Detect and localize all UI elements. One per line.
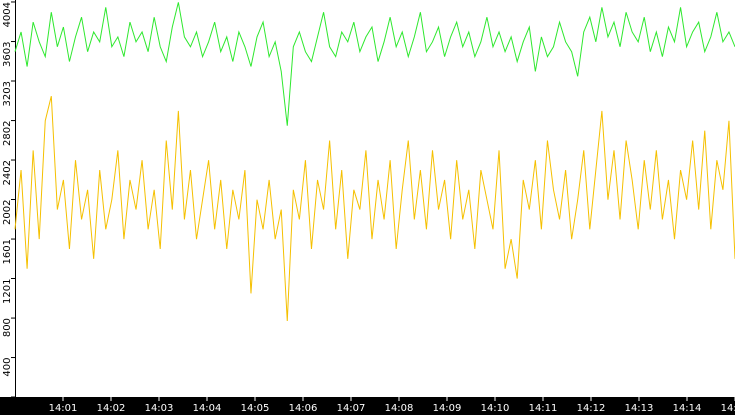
y-tick-label: 800 bbox=[2, 318, 13, 337]
x-tick-label: 14:14 bbox=[673, 403, 702, 414]
x-tick-label: 14:08 bbox=[385, 403, 414, 414]
x-tick-label: 14:12 bbox=[577, 403, 606, 414]
line bbox=[14, 2, 735, 126]
x-tick-label: 14:15 bbox=[721, 403, 735, 414]
y-tick-label: 3203 bbox=[2, 81, 13, 106]
y-tick-label: 1601 bbox=[2, 239, 13, 264]
x-tick-label: 14:09 bbox=[433, 403, 462, 414]
x-tick-label: 14:06 bbox=[289, 403, 318, 414]
x-tick-label: 14:01 bbox=[49, 403, 78, 414]
x-tick-label: 14:02 bbox=[97, 403, 126, 414]
y-tick-label: 1201 bbox=[2, 279, 13, 304]
y-tick-label: 4004 bbox=[2, 2, 13, 27]
x-tick-label: 14:03 bbox=[145, 403, 174, 414]
x-tick-label: 14:04 bbox=[193, 403, 222, 414]
x-tick-label: 14:10 bbox=[481, 403, 510, 414]
x-tick-label: 14:13 bbox=[625, 403, 654, 414]
y-tick-label: 0 bbox=[2, 397, 13, 403]
x-axis-band bbox=[0, 397, 735, 415]
x-tick-label: 14:11 bbox=[529, 403, 558, 414]
x-tick-label: 14:05 bbox=[241, 403, 270, 414]
y-tick-label: 400 bbox=[2, 358, 13, 377]
y-tick-label: 2402 bbox=[2, 160, 13, 185]
line bbox=[14, 95, 735, 322]
y-tick-label: 2002 bbox=[2, 199, 13, 224]
y-tick-label: 3603 bbox=[2, 42, 13, 67]
x-tick-label: 14:07 bbox=[337, 403, 366, 414]
y-tick-label: 2802 bbox=[2, 121, 13, 146]
